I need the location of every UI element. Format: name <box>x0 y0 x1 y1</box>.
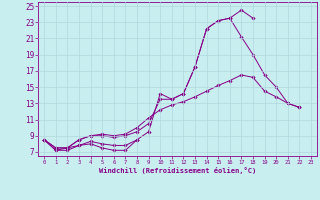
X-axis label: Windchill (Refroidissement éolien,°C): Windchill (Refroidissement éolien,°C) <box>99 167 256 174</box>
